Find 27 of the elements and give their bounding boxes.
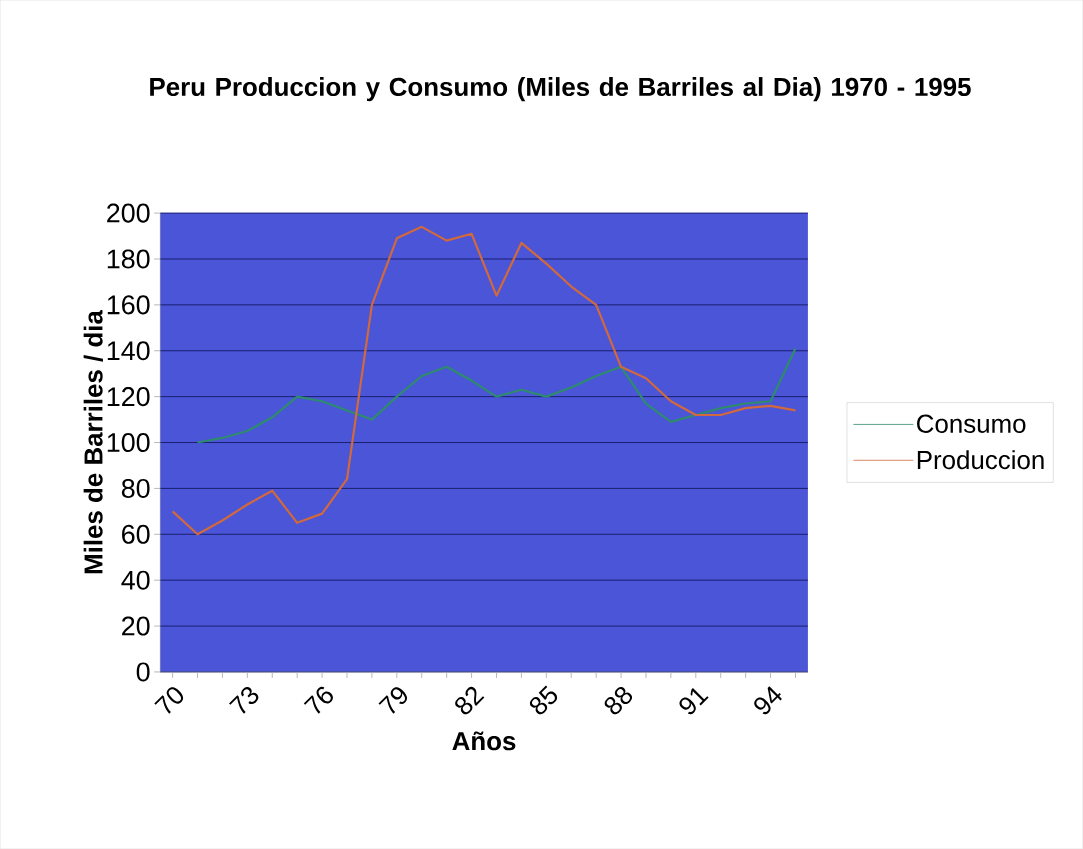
- x-tick-label: 91: [679, 687, 709, 715]
- y-tick-label: 160: [107, 295, 150, 315]
- x-tick-label: 82: [455, 686, 485, 715]
- x-tick-label: 70: [154, 687, 184, 714]
- y-tick-label: 180: [107, 249, 150, 269]
- x-tick-label: 94: [754, 686, 782, 715]
- x-tick-label: 73: [229, 686, 259, 714]
- x-tick-label: 79: [378, 687, 408, 714]
- x-tick-label: 85: [529, 685, 558, 715]
- x-axis-title: Años: [452, 731, 516, 751]
- y-tick-label: 60: [122, 524, 150, 544]
- y-tick-label: 100: [107, 432, 150, 453]
- y-tick-label: 40: [121, 570, 150, 590]
- legend-label: Produccion: [917, 450, 1044, 470]
- chart-title: Peru Produccion y Consumo (Miles de Barriles al Dia) 1970 - 1995: [150, 77, 971, 102]
- x-tick-label: 76: [303, 686, 333, 714]
- y-tick-label: 200: [107, 203, 150, 223]
- x-tick-label: 88: [604, 686, 633, 715]
- legend-label: Consumo: [917, 414, 1026, 433]
- line-series: [196, 347, 797, 444]
- y-tick-label: 120: [107, 387, 150, 407]
- y-axis-title: Miles de Barriles / dia: [83, 309, 103, 574]
- y-tick-label: 20: [122, 616, 150, 636]
- line-series: [171, 225, 797, 536]
- y-tick-label: 80: [121, 478, 150, 498]
- y-tick-label: 0: [136, 662, 150, 682]
- y-tick-label: 140: [107, 341, 150, 361]
